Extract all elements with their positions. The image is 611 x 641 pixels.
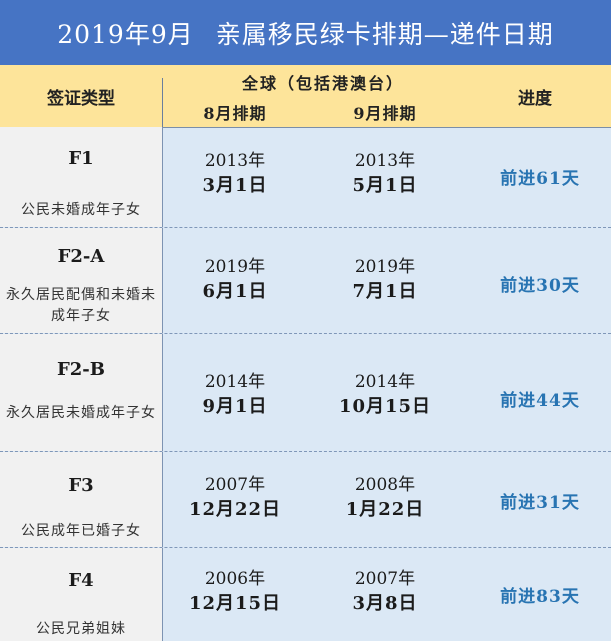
sep-year: 2014年 [354, 372, 416, 392]
aug-date-cell: 2006年 12月15日 [175, 567, 295, 617]
progress-value: 前进83天 [500, 587, 580, 607]
aug-date-cell: 2019年 6月1日 [175, 255, 295, 305]
aug-date: 9月1日 [202, 396, 268, 417]
visa-code: F4 [68, 570, 94, 591]
aug-date: 12月22日 [188, 499, 282, 520]
progress-value: 前进31天 [500, 493, 580, 513]
aug-year: 2019年 [204, 257, 266, 277]
aug-year: 2007年 [204, 475, 266, 495]
sep-date-cell: 2008年 1月22日 [325, 473, 445, 523]
header-progress: 进度 [518, 88, 552, 109]
header-divider [162, 78, 163, 127]
title-date: 2019年9月 [57, 19, 194, 49]
aug-year: 2013年 [204, 151, 266, 171]
aug-date-cell: 2014年 9月1日 [175, 370, 295, 420]
sep-year: 2008年 [354, 475, 416, 495]
visa-desc: 公民成年已婚子女 [21, 523, 141, 539]
visa-code: F2-A [57, 246, 105, 267]
table-header: 签证类型 全球（包括港澳台） 8月排期 9月排期 进度 [0, 65, 611, 128]
table-row: F2-A 永久居民配偶和未婚未成年子女 2019年 6月1日 2019年 7月1… [0, 228, 611, 334]
row-label-cell [0, 452, 163, 547]
progress-value: 前进44天 [500, 391, 580, 411]
sep-date: 5月1日 [352, 175, 418, 196]
visa-desc: 永久居民未婚成年子女 [6, 405, 156, 421]
sep-date: 7月1日 [352, 281, 418, 302]
aug-date: 3月1日 [202, 175, 268, 196]
header-aug: 8月排期 [203, 104, 267, 123]
row-label-cell [0, 548, 163, 641]
sep-date: 3月8日 [352, 593, 418, 614]
header-global: 全球（包括港澳台） [241, 74, 404, 93]
table-body: F1 公民未婚成年子女 2013年 3月1日 2013年 5月1日 前进61天 … [0, 127, 611, 641]
table-row: F4 公民兄弟姐妹 2006年 12月15日 2007年 3月8日 前进83天 [0, 548, 611, 641]
aug-date: 6月1日 [202, 281, 268, 302]
visa-code: F2-B [57, 359, 105, 380]
title-text: 亲属移民绿卡排期—递件日期 [215, 19, 554, 49]
aug-year: 2006年 [204, 569, 266, 589]
sep-date-cell: 2007年 3月8日 [325, 567, 445, 617]
row-label-cell [0, 228, 163, 333]
header-sep: 9月排期 [353, 104, 417, 123]
row-label-cell [0, 127, 163, 227]
sep-year: 2007年 [354, 569, 416, 589]
sep-year: 2019年 [354, 257, 416, 277]
header-visa-type: 签证类型 [47, 88, 115, 109]
sep-date-cell: 2019年 7月1日 [325, 255, 445, 305]
sep-date-cell: 2013年 5月1日 [325, 149, 445, 199]
page-title: 2019年9月 亲属移民绿卡排期—递件日期 [0, 0, 611, 65]
table-row: F1 公民未婚成年子女 2013年 3月1日 2013年 5月1日 前进61天 [0, 127, 611, 228]
progress-value: 前进61天 [500, 169, 580, 189]
aug-date-cell: 2013年 3月1日 [175, 149, 295, 199]
table-row: F3 公民成年已婚子女 2007年 12月22日 2008年 1月22日 前进3… [0, 452, 611, 548]
visa-desc: 公民未婚成年子女 [21, 202, 141, 218]
sep-date-cell: 2014年 10月15日 [325, 370, 445, 420]
aug-date-cell: 2007年 12月22日 [175, 473, 295, 523]
aug-date: 12月15日 [188, 593, 282, 614]
visa-desc: 永久居民配偶和未婚未成年子女 [6, 287, 156, 324]
visa-code: F3 [68, 475, 94, 496]
row-label-cell [0, 334, 163, 451]
table-row: F2-B 永久居民未婚成年子女 2014年 9月1日 2014年 10月15日 … [0, 334, 611, 452]
visa-code: F1 [68, 148, 94, 169]
aug-year: 2014年 [204, 372, 266, 392]
progress-value: 前进30天 [500, 276, 580, 296]
visa-desc: 公民兄弟姐妹 [36, 621, 126, 637]
sep-year: 2013年 [354, 151, 416, 171]
sep-date: 1月22日 [345, 499, 425, 520]
sep-date: 10月15日 [338, 396, 432, 417]
